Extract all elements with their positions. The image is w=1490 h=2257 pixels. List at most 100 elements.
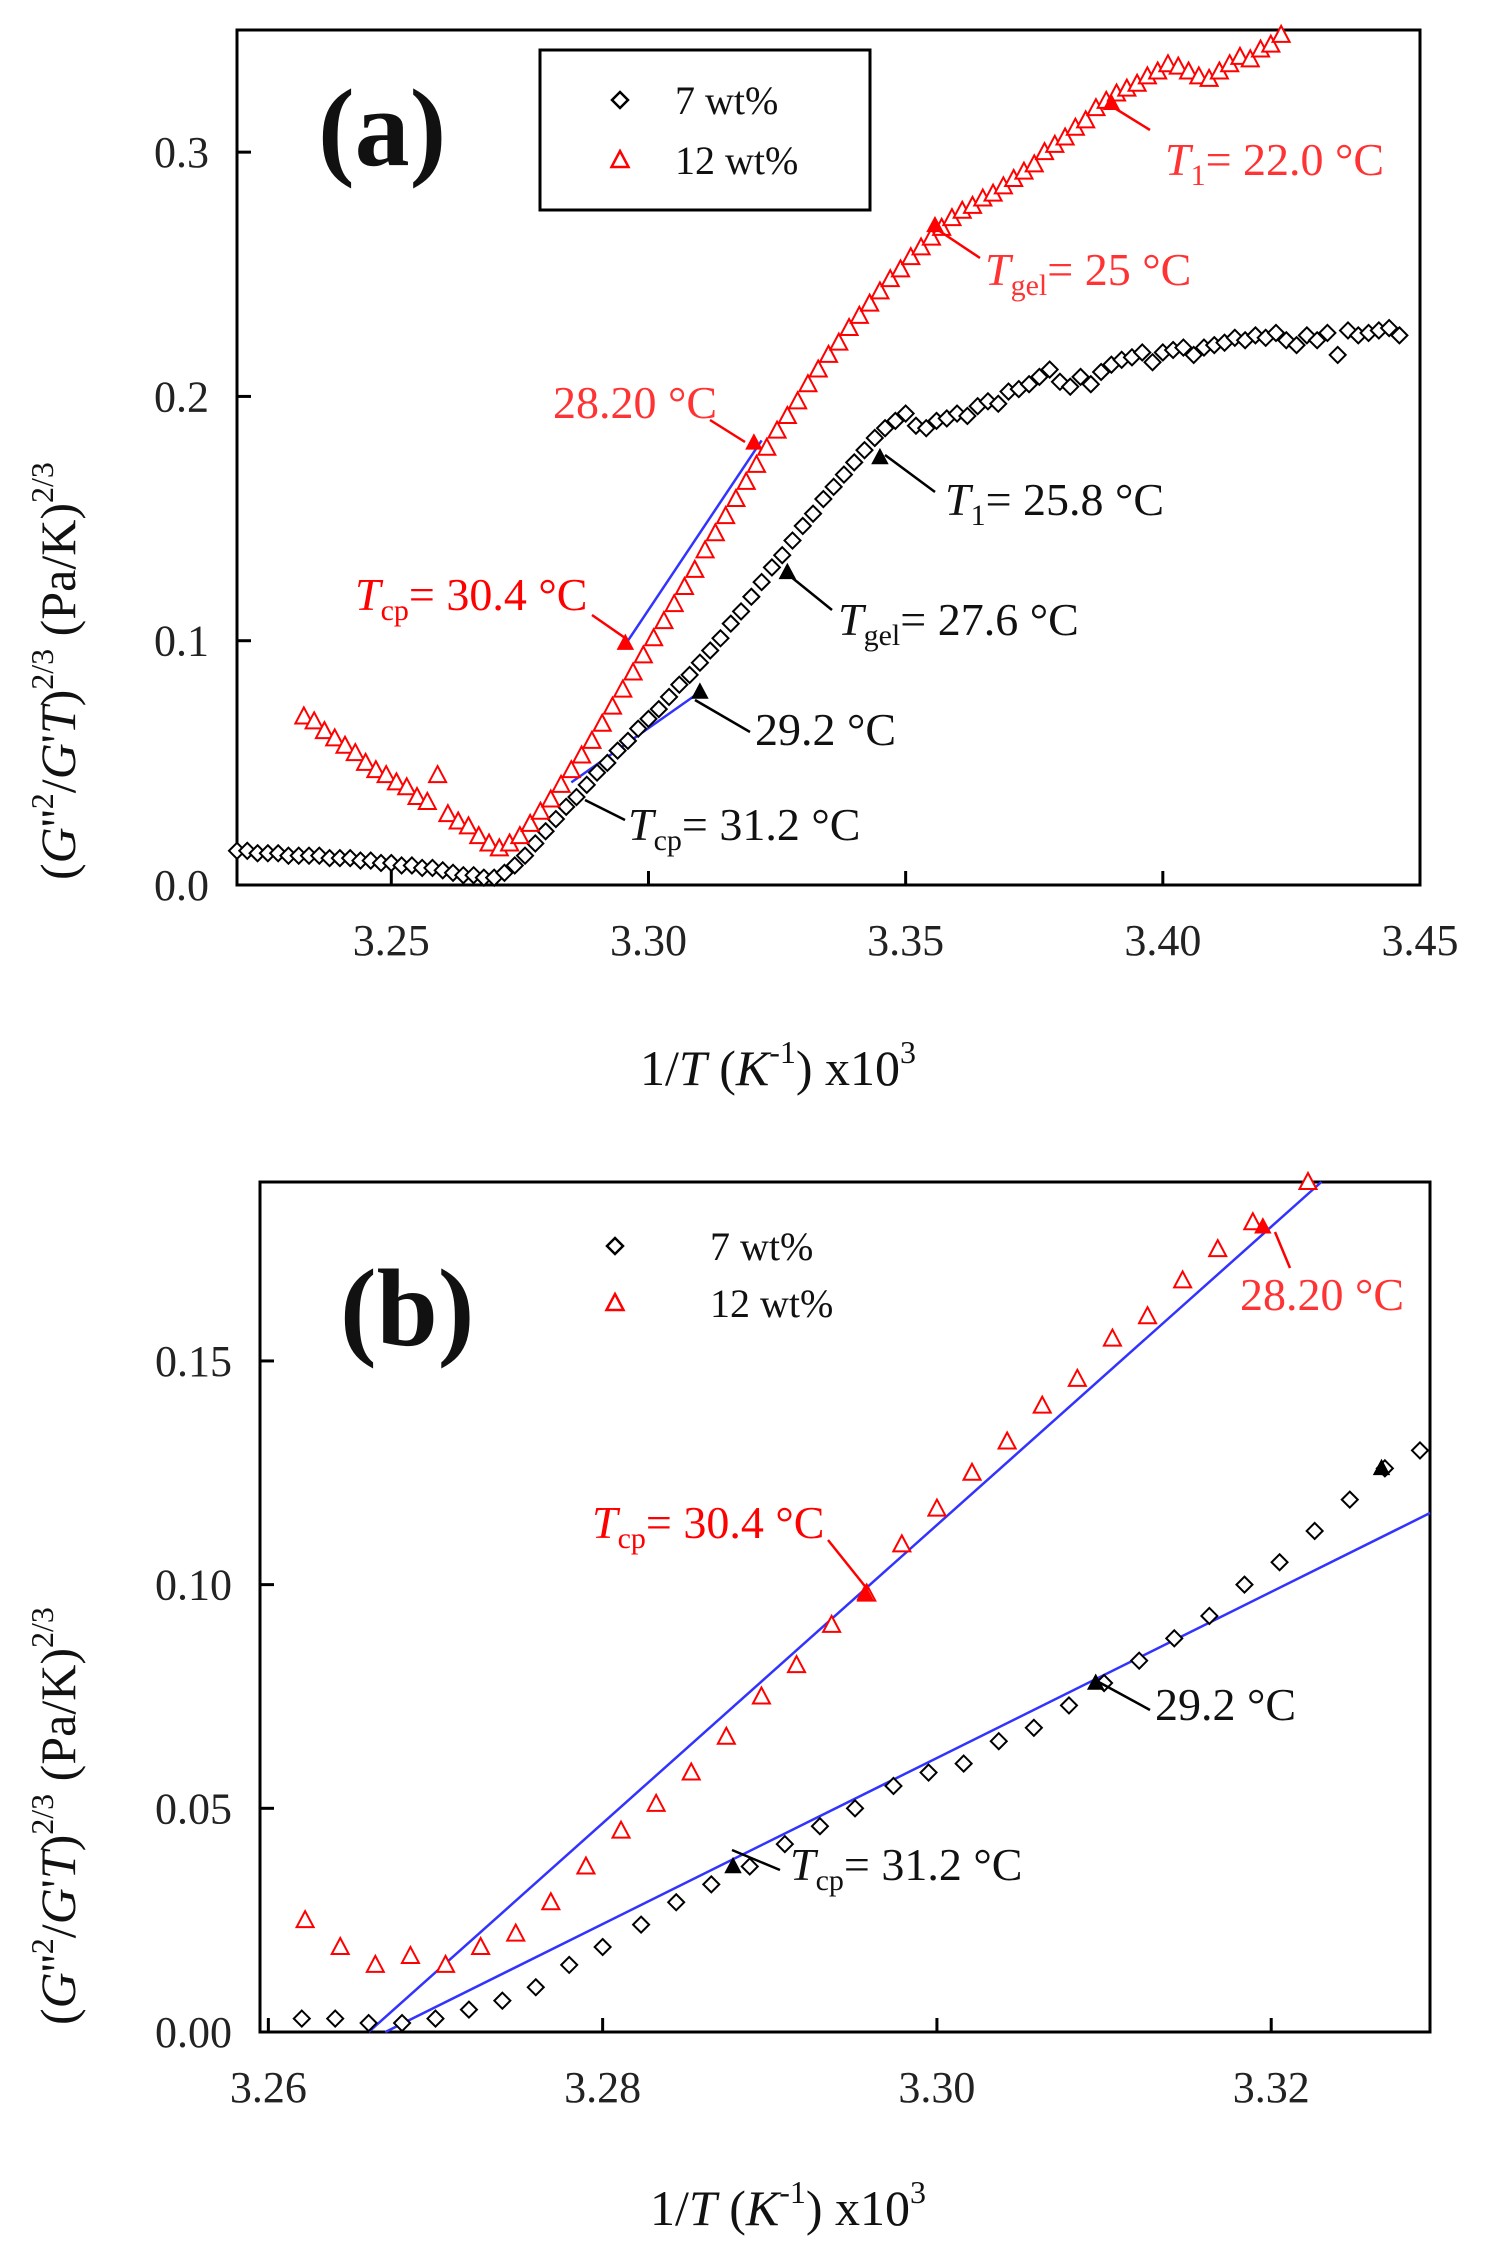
panel-a-highlight-marker: [926, 215, 944, 233]
panel-a-point-7wt: [1328, 345, 1348, 365]
panel-a-point-12wt: [602, 695, 623, 715]
panel-a-plot-area: [235, 28, 1422, 887]
panel-a-point-12wt: [386, 771, 407, 791]
panel-a-legend-marker-12wt: [609, 148, 631, 169]
panel-a-point-12wt: [417, 790, 438, 810]
panel-a-fit-line: [570, 690, 701, 784]
panel-a-legend-label-7wt: 7 wt%: [675, 78, 778, 123]
panel-a-point-12wt: [468, 825, 489, 845]
panel-a-legend-label-12wt: 12 wt%: [675, 138, 798, 183]
panel-b-x-tick-label: 3.28: [564, 2063, 641, 2112]
arrow-tcp-red: [591, 613, 629, 642]
panel-a-point-12wt: [365, 759, 387, 779]
panel-a-point-12wt: [880, 268, 901, 288]
panel-b-x-tick-label: 3.32: [1233, 2063, 1310, 2112]
panel-a-point-12wt: [910, 236, 932, 256]
panel-a-point-7wt: [855, 440, 874, 460]
panel-b-point-12wt: [435, 1953, 456, 1973]
panel-b-point-12wt: [540, 1891, 561, 1911]
panel-a-legend-marker-7wt: [610, 90, 630, 110]
panel-a-point-12wt: [622, 661, 644, 681]
panel-b-point-7wt: [426, 2009, 445, 2028]
panel-a-point-12wt: [797, 373, 819, 393]
arrow-292-black: [694, 698, 751, 734]
panel-a-point-7wt: [1184, 345, 1204, 365]
panel-a-point-7wt: [649, 699, 669, 719]
panel-b-point-7wt: [292, 2009, 312, 2028]
panel-a-highlight-markers: [616, 93, 1121, 699]
panel-b-point-7wt: [1164, 1628, 1184, 1648]
panel-a-point-12wt: [293, 705, 315, 725]
panel-a-point-12wt: [643, 627, 664, 647]
panel-b-point-7wt: [1024, 1718, 1044, 1738]
panel-b-y-tick-label: 0.05: [155, 1784, 232, 1833]
panel-b-point-12wt: [365, 1953, 386, 1973]
panel-a-point-12wt: [859, 292, 880, 312]
ann-a-tcp-black: Tcp= 31.2 °C: [628, 799, 860, 857]
arrow-b-292-black: [1094, 1678, 1151, 1712]
panel-b-point-7wt: [1410, 1441, 1430, 1460]
panel-a-point-12wt: [448, 810, 469, 830]
panel-b-point-7wt: [1235, 1575, 1254, 1595]
panel-a-point-12wt: [1178, 60, 1199, 80]
panel-b-point-12wt: [1242, 1211, 1263, 1231]
panel-b-point-12wt: [891, 1533, 912, 1553]
panel-b-point-7wt: [954, 1754, 974, 1773]
panel-b-point-7wt: [989, 1731, 1009, 1751]
panel-b-point-7wt: [559, 1955, 579, 1975]
panel-a-y-tick-label: 0.2: [154, 372, 209, 421]
panel-b-point-12wt: [294, 1909, 316, 1929]
panel-b-point-12wt: [961, 1461, 983, 1481]
panel-b-point-7wt: [526, 1977, 546, 1997]
panel-a-point-12wt: [838, 316, 860, 337]
panel-b-point-12wt: [1172, 1269, 1193, 1289]
panel-b-point-7wt: [492, 1991, 512, 2011]
panel-a-point-12wt: [1270, 23, 1292, 43]
panel-a-point-7wt: [505, 856, 525, 875]
panel-b-point-7wt: [1199, 1606, 1219, 1626]
panel-b-legend: 7 wt% 12 wt%: [604, 1224, 833, 1326]
panel-a-y-tick-label: 0.0: [154, 861, 209, 910]
panel-a-highlight-marker: [1102, 93, 1121, 111]
panel-a-point-12wt: [458, 815, 479, 835]
panel-b-legend-marker-12wt: [604, 1291, 626, 1312]
ann-a-tgel-black: Tgel= 27.6 °C: [838, 594, 1079, 652]
panel-a-point-7wt: [1173, 338, 1193, 357]
panel-a-point-12wt: [746, 453, 767, 473]
panel-b-point-7wt: [666, 1892, 686, 1912]
panel-b-y-tick-label: 0.15: [155, 1337, 232, 1386]
panel-b-point-7wt: [740, 1857, 760, 1876]
panel-a-point-7wt: [896, 404, 916, 423]
ann-a-tgel-red: Tgel= 25 °C: [985, 244, 1191, 302]
panel-b-point-7wt: [919, 1763, 938, 1782]
panel-a-point-7wt: [793, 516, 813, 536]
panel-a-point-7wt: [1081, 374, 1101, 394]
panel-a-point-7wt: [824, 477, 844, 497]
panel-b-x-ticks: 3.26 3.28 3.30 3.32: [230, 2018, 1310, 2112]
panel-a-point-12wt: [324, 727, 345, 747]
panel-a-point-12wt: [520, 812, 541, 832]
panel-b-point-7wt: [1270, 1552, 1289, 1572]
panel-a-point-12wt: [345, 741, 366, 762]
panel-b-x-axis-label: 1/T (K-1) x103: [650, 2174, 926, 2236]
panel-a-legend-box: [538, 48, 872, 212]
panel-a-fit-line: [626, 439, 763, 642]
panel-a-point-7wt: [803, 504, 823, 524]
panel-a-point-7wt: [628, 719, 648, 739]
panel-a-point-12wt: [900, 246, 921, 266]
panel-b-point-12wt: [751, 1685, 772, 1705]
panel-b-point-12wt: [786, 1654, 807, 1674]
panel-a-point-12wt: [1260, 33, 1282, 53]
panel-a-point-7wt: [556, 797, 576, 817]
panel-a-point-7wt: [1287, 335, 1306, 355]
panel-a-point-12wt: [509, 825, 531, 845]
panel-a-annotation-arrows: [584, 102, 1151, 822]
panel-b-fit-line: [384, 1511, 1431, 2034]
panel-a-point-12wt: [406, 785, 428, 806]
panel-a-points: [227, 23, 1409, 888]
ann-a-2820-red: 28.20 °C: [553, 377, 717, 428]
panel-a-point-7wt: [752, 572, 772, 592]
panel-a-point-7wt: [1060, 377, 1080, 397]
panel-a-point-7wt: [659, 687, 679, 707]
